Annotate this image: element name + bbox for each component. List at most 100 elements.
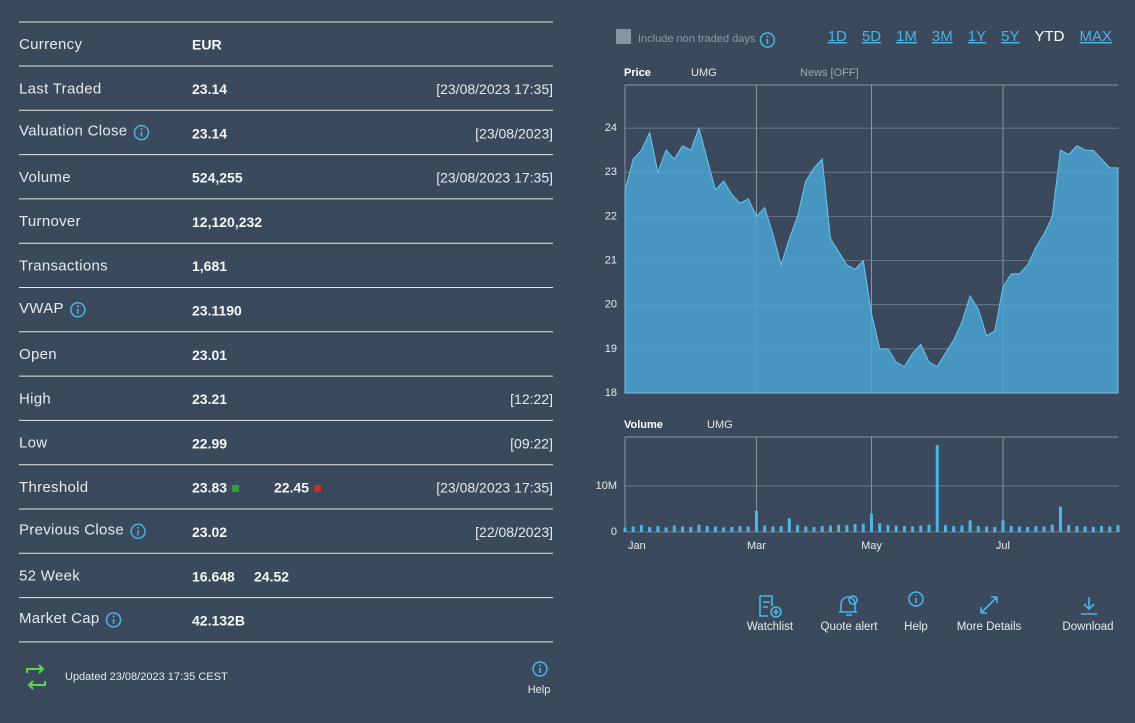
action-label[interactable]: Watchlist — [747, 621, 794, 633]
volume-bar — [870, 513, 873, 532]
chart-title: Volume — [624, 419, 663, 431]
volume-bar — [713, 526, 717, 532]
volume-bar — [631, 526, 635, 532]
volume-bar — [886, 525, 890, 532]
row-value-2: 22.45 — [274, 480, 309, 496]
row-label: 52 Week — [19, 568, 80, 585]
down-flag — [314, 485, 322, 492]
row-label: Previous Close — [19, 521, 124, 538]
volume-bar — [1108, 526, 1112, 532]
range-button[interactable]: MAX — [1079, 28, 1112, 45]
action-label[interactable]: More Details — [957, 621, 1022, 633]
volume-bar — [738, 526, 742, 532]
volume-bar — [919, 525, 923, 532]
row-value: 42.132B — [192, 613, 245, 629]
y-tick-label: 21 — [605, 254, 617, 266]
row-label: Transactions — [19, 257, 108, 274]
checkbox[interactable] — [616, 29, 631, 44]
price-area — [624, 126, 1119, 394]
row-time: [23/08/2023 17:35] — [436, 480, 553, 496]
volume-bar — [935, 445, 939, 532]
range-button[interactable]: YTD — [1034, 28, 1064, 45]
info-icon-dot — [137, 526, 140, 529]
volume-bar — [787, 518, 791, 532]
refresh-icon[interactable] — [26, 664, 46, 690]
y-tick-label: 0 — [611, 526, 617, 538]
volume-bar — [804, 526, 808, 532]
volume-bar — [1100, 526, 1104, 532]
volume-bar — [812, 526, 816, 532]
volume-bar — [681, 526, 685, 532]
volume-bar — [828, 525, 832, 532]
action-label[interactable]: Quote alert — [821, 621, 879, 633]
y-tick-label: 19 — [605, 343, 617, 355]
y-tick-label: 20 — [605, 299, 617, 311]
range-button[interactable]: 1M — [896, 28, 917, 45]
range-button[interactable]: 3M — [932, 28, 953, 45]
volume-bar — [820, 526, 824, 532]
row-label: Last Traded — [19, 80, 102, 97]
y-tick-label: 10M — [596, 480, 617, 492]
row-value: 23.02 — [192, 524, 227, 540]
info-icon[interactable] — [105, 612, 122, 628]
action-icon[interactable] — [759, 595, 782, 618]
volume-bar — [968, 520, 972, 532]
volume-bar — [878, 523, 882, 532]
row-value-2: 24.52 — [254, 568, 289, 584]
action-icon[interactable] — [839, 595, 858, 616]
volume-bar — [1058, 506, 1062, 532]
volume-bar — [861, 523, 865, 532]
row-value: 524,255 — [192, 170, 243, 186]
info-icon-dot — [112, 615, 115, 618]
row-label: High — [19, 390, 51, 407]
news-toggle[interactable]: News [OFF] — [800, 67, 859, 79]
x-tick-label: May — [861, 540, 882, 552]
volume-bar — [722, 527, 726, 532]
action-icon[interactable] — [1081, 597, 1097, 615]
range-button[interactable]: 5Y — [1001, 28, 1019, 45]
info-icon[interactable] — [130, 523, 146, 540]
info-icon[interactable] — [532, 661, 548, 677]
info-icon-dot — [76, 305, 79, 308]
info-icon[interactable] — [70, 302, 86, 318]
volume-bar — [746, 526, 750, 532]
volume-bar — [771, 526, 775, 532]
row-value: 23.83 — [192, 480, 227, 496]
volume-bar — [853, 524, 857, 532]
action-icon[interactable] — [908, 591, 924, 607]
volume-bar — [705, 526, 709, 532]
info-icon[interactable] — [759, 32, 776, 48]
volume-bar — [1026, 526, 1030, 532]
row-value: 1,681 — [192, 258, 227, 274]
volume-bar — [1042, 526, 1046, 532]
volume-bar — [1075, 526, 1079, 532]
volume-bar — [927, 524, 931, 532]
row-time: [23/08/2023 17:35] — [436, 170, 553, 186]
volume-bar — [1083, 526, 1087, 532]
action-icon[interactable] — [980, 596, 998, 614]
action-label[interactable]: Help — [904, 621, 928, 633]
volume-bar — [902, 526, 906, 532]
volume-bar — [960, 525, 964, 532]
volume-bar — [1001, 520, 1005, 532]
range-button[interactable]: 5D — [862, 28, 881, 45]
row-time: [12:22] — [510, 391, 553, 407]
info-icon-dot — [140, 128, 143, 131]
range-button[interactable]: 1D — [828, 28, 847, 45]
help-label[interactable]: Help — [528, 684, 551, 696]
row-time: [23/08/2023 17:35] — [436, 81, 553, 97]
volume-bar — [1050, 524, 1054, 532]
row-value: 16.648 — [192, 568, 235, 584]
row-label: Low — [19, 435, 47, 452]
x-tick-label: Jan — [628, 540, 646, 552]
action-label[interactable]: Download — [1062, 621, 1113, 633]
volume-bar — [730, 526, 734, 532]
volume-bar — [697, 524, 701, 532]
row-value: 23.21 — [192, 391, 227, 407]
volume-bar — [763, 525, 767, 532]
volume-bar — [993, 526, 997, 532]
info-icon[interactable] — [133, 124, 150, 141]
y-tick-label: 23 — [605, 166, 617, 178]
range-button[interactable]: 1Y — [968, 28, 986, 45]
volume-bar — [656, 526, 660, 532]
